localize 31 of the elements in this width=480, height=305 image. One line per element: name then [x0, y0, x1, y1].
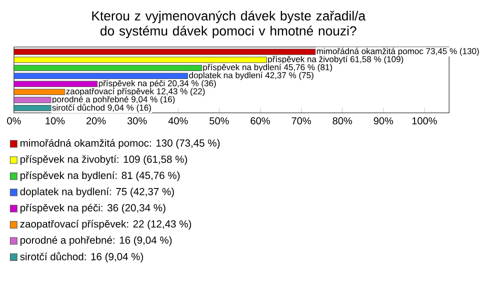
data-label: příspěvek na bydlení 45,76 % (81): [203, 64, 332, 72]
text: doplatek na bydlení: 75 (42,37 %): [20, 188, 174, 198]
chart-title: Kterou z vyjmenovaných dávek byste zařadil/a do systému dávek pomoci v hmotné nouzi?: [92, 10, 366, 38]
text: sirotčí důchod: 16 (9,04 %): [20, 252, 144, 262]
text: mimořádná okamžitá pomoc: 130 (73,45 %): [20, 139, 220, 149]
data-label: porodné a pohřebné 9,04 % (16): [52, 96, 175, 104]
text: příspěvek na živobytí: 109 (61,58 %): [20, 155, 188, 166]
x-tick-label: 30%: [127, 117, 147, 125]
x-tick-label: 90%: [374, 117, 394, 125]
x-tick-label: 80%: [332, 117, 352, 125]
x-tick-label: 50%: [210, 117, 229, 125]
x-tick-label: 20%: [86, 117, 106, 125]
text: porodné a pohřebné: 16 (9,04 %): [20, 236, 172, 246]
x-tick-label: 100%: [412, 117, 437, 125]
x-tick-label: 40%: [168, 117, 188, 125]
data-label: zaopatřovací příspěvek 12,43 % (22): [66, 88, 205, 96]
bar: [14, 89, 66, 96]
bar: [14, 97, 52, 104]
text: příspěvek na bydlení: 81 (45,76 %): [20, 172, 180, 182]
bar: [14, 105, 52, 112]
data-label: doplatek na bydlení 42,37 % (75): [189, 72, 314, 80]
text: zaopatřovací příspěvek: 22 (12,43 %): [20, 220, 192, 230]
x-tick-label: 60%: [250, 117, 270, 125]
data-label: mimořádná okamžitá pomoc 73,45 % (130): [316, 48, 479, 56]
x-tick-label: 70%: [292, 117, 311, 125]
x-tick-label: 0%: [7, 117, 21, 125]
text: příspěvek na péči: 36 (20,34 %): [20, 204, 166, 214]
x-tick-label: 10%: [46, 117, 65, 125]
data-label: příspěvek na péči 20,34 % (36): [98, 80, 216, 88]
data-label: sirotčí důchod 9,04 % (16): [52, 104, 151, 112]
data-label: příspěvek na živobytí 61,58 % (109): [268, 56, 404, 64]
